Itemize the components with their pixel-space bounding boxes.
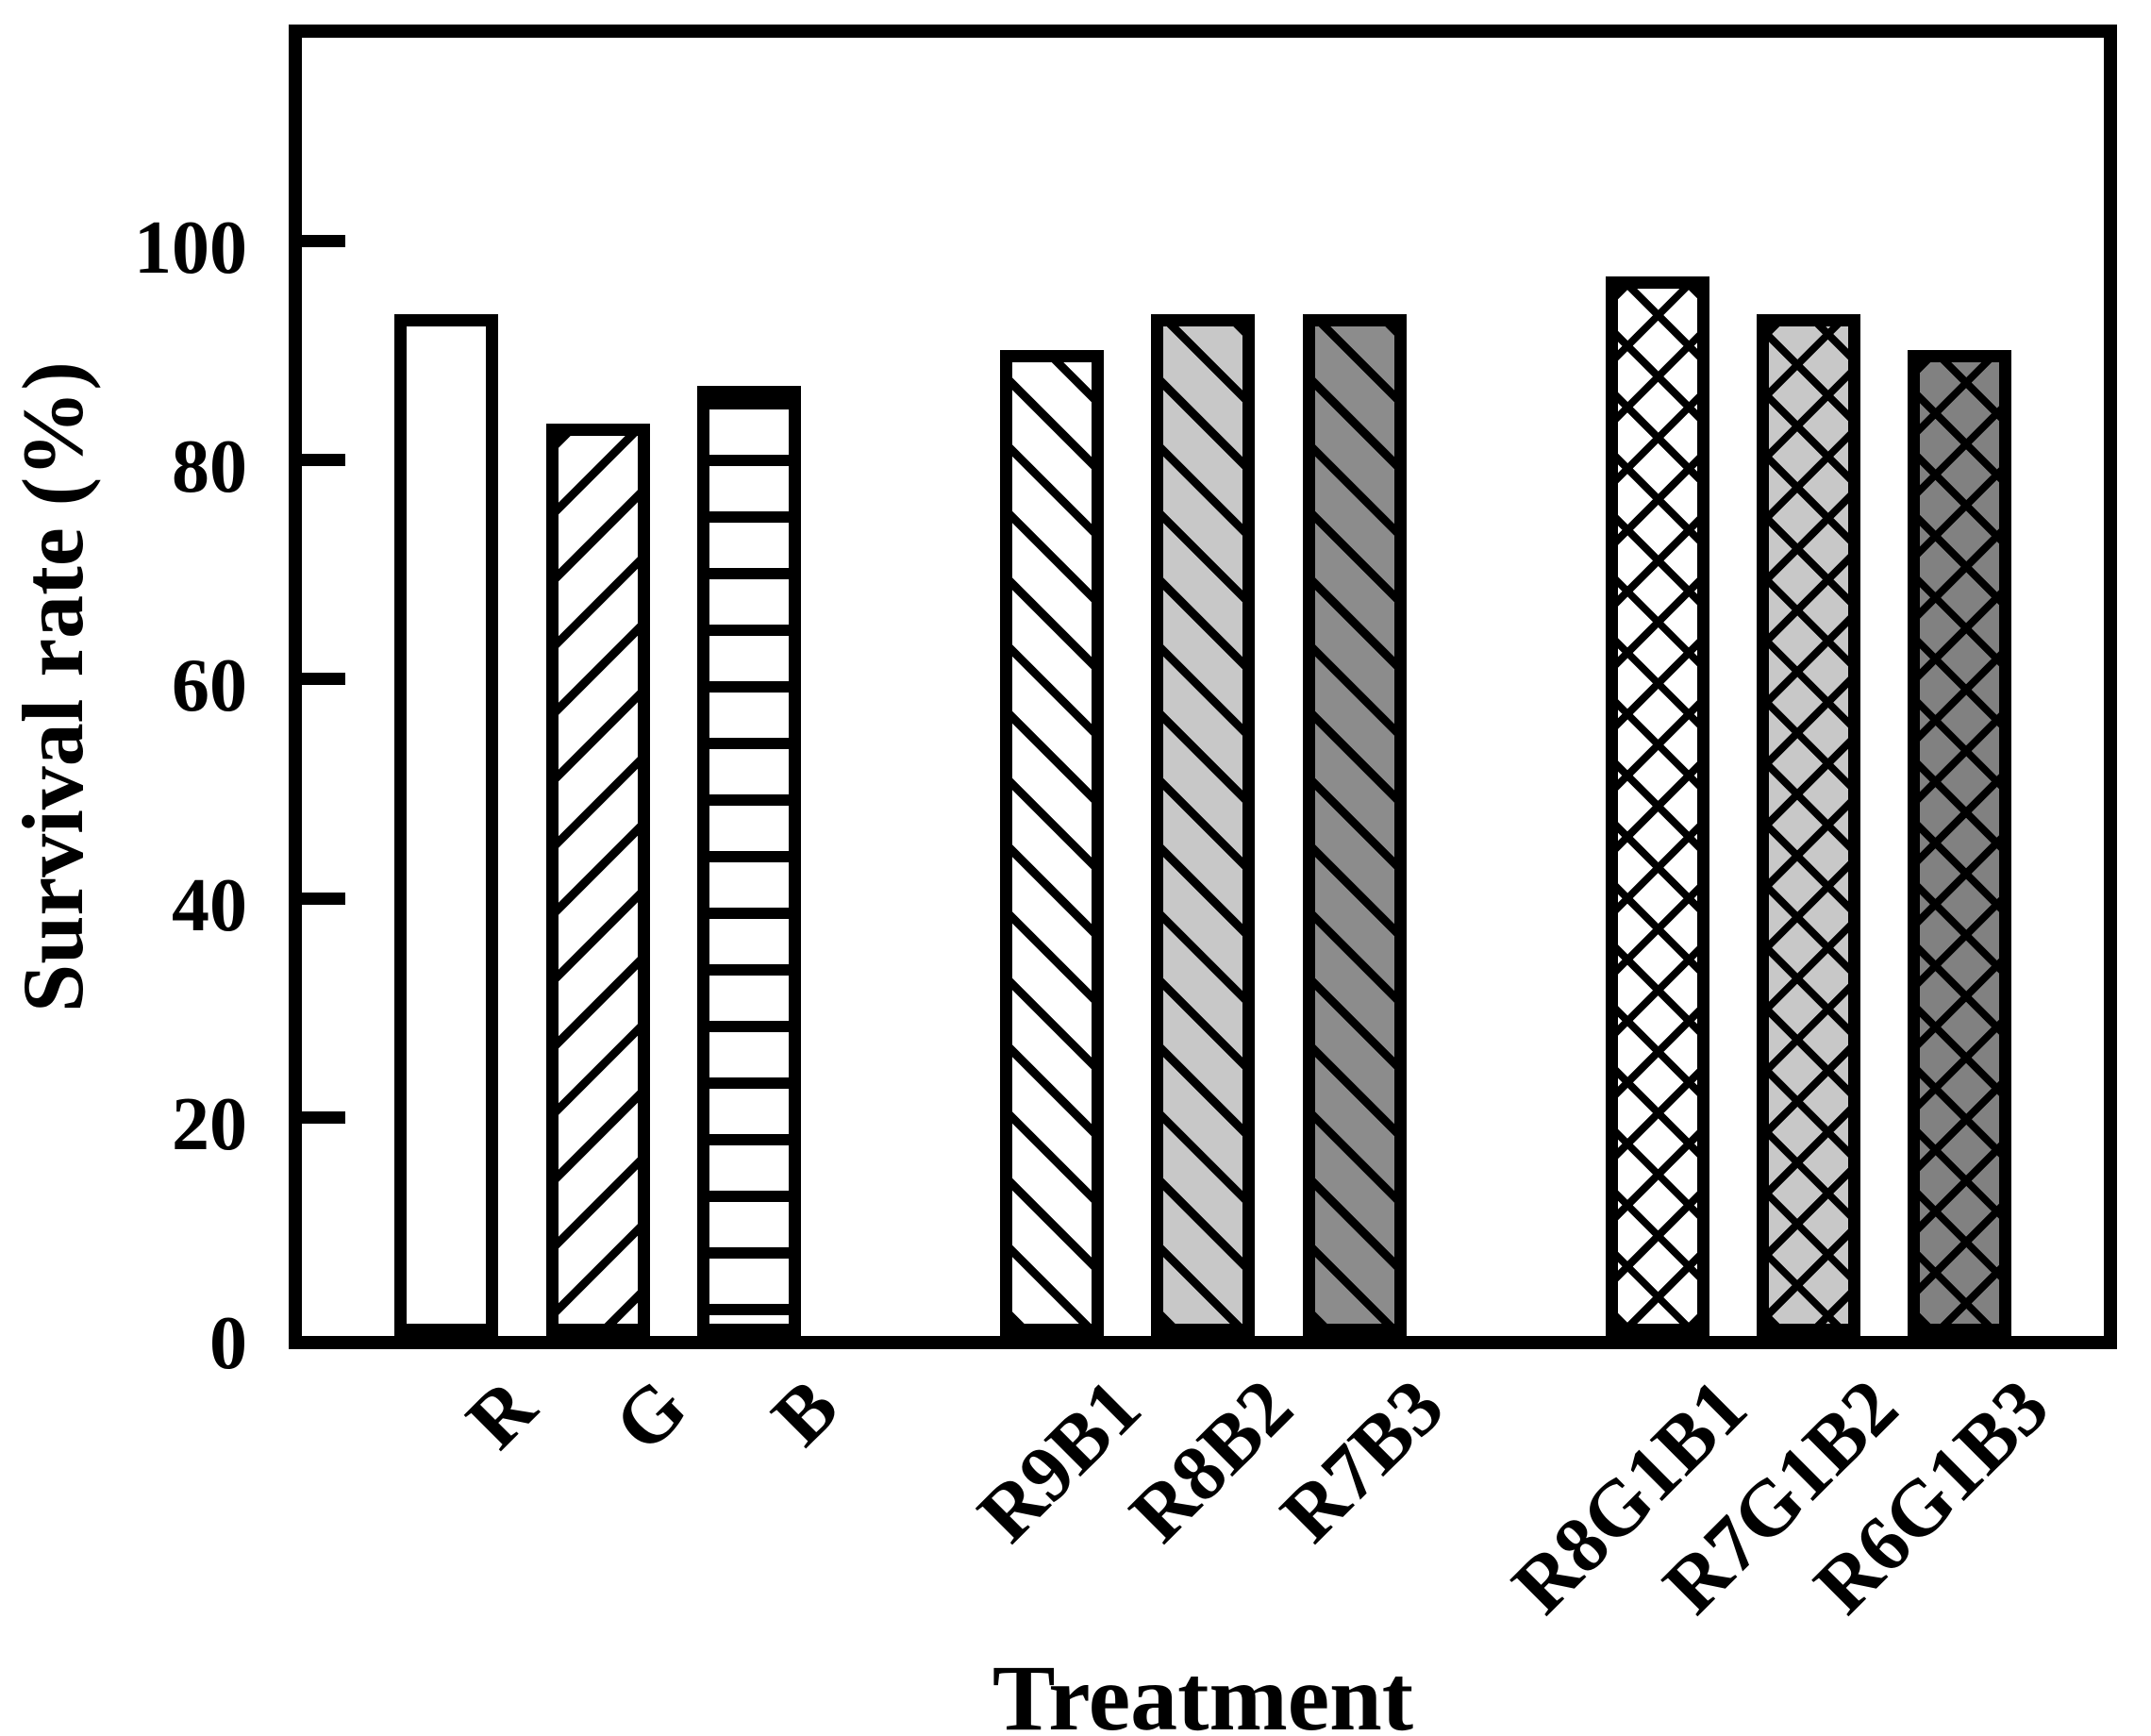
bar-R7B3 [1303,314,1407,1336]
bar-R9B1 [1000,350,1104,1336]
x-axis-title: Treatment [992,1645,1414,1736]
y-tick-label: 80 [172,426,247,509]
y-tick-label: 60 [172,644,247,728]
y-tick-mark [302,1110,345,1124]
x-category-label-R: R [449,1362,553,1466]
y-tick-label: 20 [172,1082,247,1166]
y-tick-mark [302,673,345,686]
y-axis-title: Survival rate (%) [5,361,101,1012]
y-tick-mark [302,892,345,905]
y-tick-mark [302,454,345,467]
bar-R8B2 [1151,314,1255,1336]
y-tick-label: 0 [209,1302,247,1385]
y-tick-label: 100 [134,207,247,290]
x-category-label-R9B1: R9B1 [961,1362,1159,1560]
bar-R [394,314,498,1336]
bar-G [546,424,650,1336]
x-category-label-B: B [756,1362,856,1462]
x-category-label-R8B2: R8B2 [1112,1362,1309,1560]
y-tick-mark [302,235,345,247]
bar-R8G1B1 [1606,276,1709,1336]
bar-B [697,386,801,1336]
bar-R7G1B2 [1757,314,1860,1336]
x-category-label-G: G [598,1362,705,1469]
bar-R6G1B3 [1908,350,2011,1336]
x-category-label-R7B3: R7B3 [1264,1362,1461,1560]
y-tick-label: 40 [172,863,247,947]
